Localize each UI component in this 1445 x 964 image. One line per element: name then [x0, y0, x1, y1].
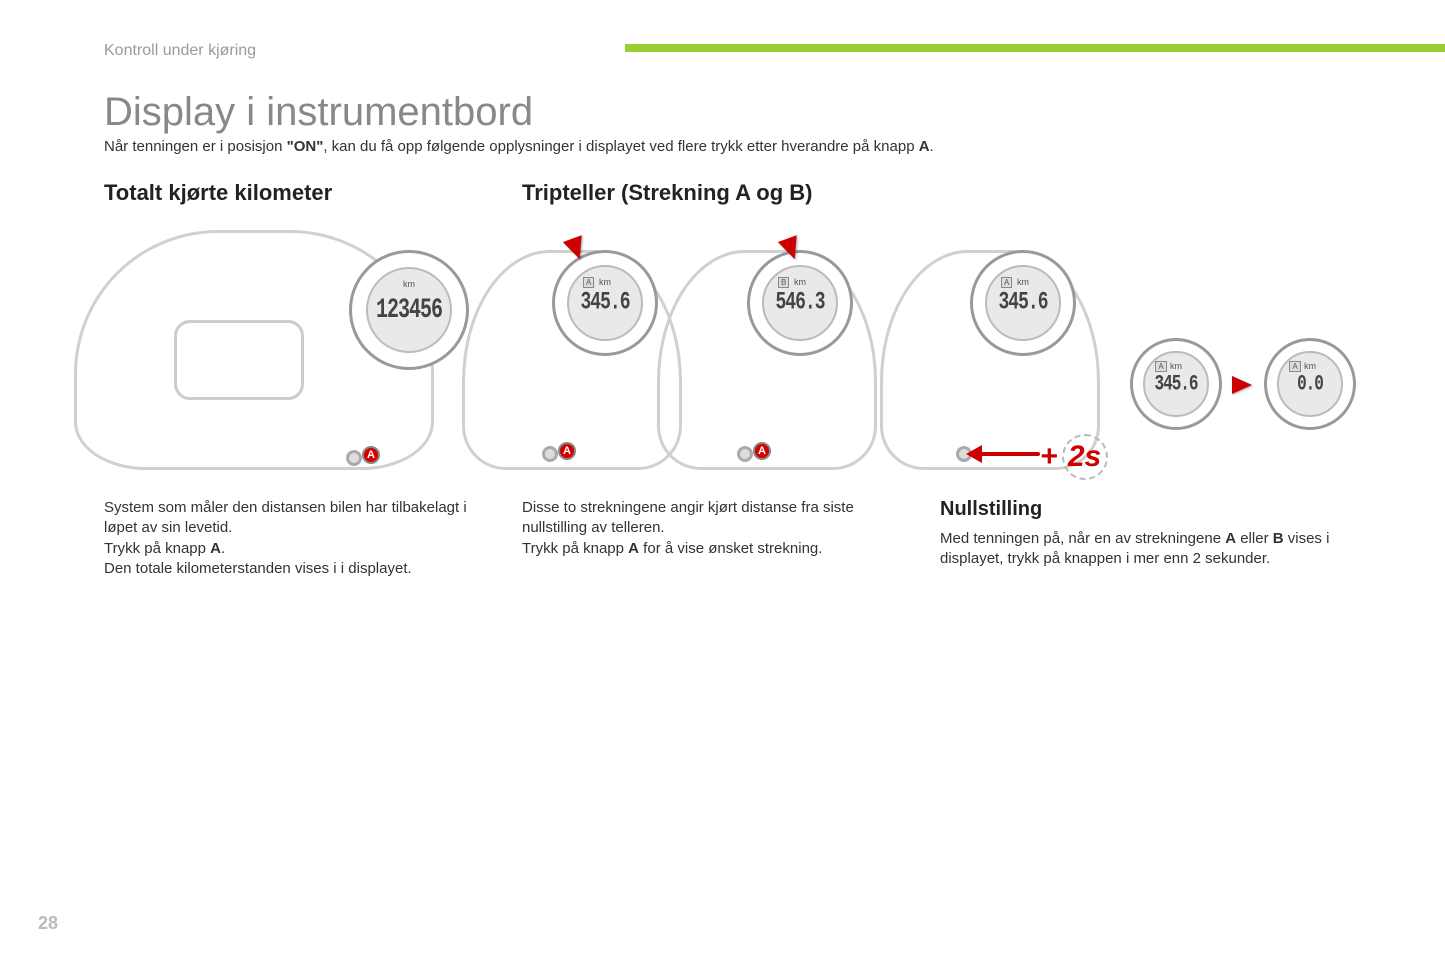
button-socket-b	[737, 446, 753, 462]
dial-inner-top: A km 345.6	[985, 265, 1061, 341]
col3-desc-mid: eller	[1236, 530, 1273, 547]
clock-icon: 2s	[1062, 434, 1108, 480]
col3-desc-a: A	[1225, 530, 1236, 547]
trip-b-illustration: B km 546.3 A	[717, 220, 902, 480]
col1-desc-l2-end: .	[221, 540, 225, 557]
col2-desc: Disse to strekningene angir kjørt distan…	[522, 498, 902, 559]
col2-illustration-row: A km 345.6 A B km 546.3	[522, 220, 902, 498]
col2-heading: Tripteller (Strekning A og B)	[522, 180, 902, 206]
reset-dial-after: A km 0.0	[1264, 338, 1356, 430]
col1-desc-l3: Den totale kilometerstanden vises i i di…	[104, 560, 412, 577]
intro-end: .	[930, 138, 934, 155]
intro-on: "ON"	[287, 138, 324, 155]
col1-desc-l2-pre: Trykk på knapp	[104, 540, 210, 557]
col-total-km: Totalt kjørte kilometer km 123456 A Syst…	[104, 180, 484, 579]
hold-duration: + 2s	[1040, 434, 1108, 480]
col-trip: Tripteller (Strekning A og B) A km 345.6…	[522, 180, 902, 579]
km-label: km	[403, 279, 415, 289]
accent-bar	[625, 44, 1445, 52]
col1-desc-l2-btn: A	[210, 540, 221, 557]
arrow-right-icon	[1232, 376, 1252, 394]
button-a-badge-b: A	[753, 442, 771, 460]
col1-desc: System som måler den distansen bilen har…	[104, 498, 484, 579]
intro-pre: Når tenningen er i posisjon	[104, 138, 287, 155]
button-socket-a	[542, 446, 558, 462]
km-label-a: km	[599, 277, 611, 287]
km-label-before: km	[1170, 361, 1182, 371]
trip-ind-top: A	[1001, 277, 1012, 288]
button-a-label-a: A	[563, 445, 571, 457]
reset-value-after: 0.0	[1297, 371, 1323, 396]
col1-illustration: km 123456 A	[104, 220, 484, 480]
col1-heading: Totalt kjørte kilometer	[104, 180, 484, 206]
trip-a-dial: A km 345.6	[552, 250, 658, 356]
reset-value-top: 345.6	[998, 289, 1047, 317]
col-reset: . A km 345.6 A km 345.6 A	[940, 180, 1382, 579]
dial-inner-a: A km 345.6	[567, 265, 643, 341]
km-label-top: km	[1017, 277, 1029, 287]
col3-desc-b: B	[1273, 530, 1284, 547]
col2-desc-l2-end: for å vise ønsket strekning.	[639, 540, 822, 557]
columns: Totalt kjørte kilometer km 123456 A Syst…	[104, 180, 1382, 579]
intro-text: Når tenningen er i posisjon "ON", kan du…	[104, 138, 934, 155]
dial-inner-b: B km 546.3	[762, 265, 838, 341]
intro-mid: , kan du få opp følgende opplysninger i …	[323, 138, 918, 155]
reset-dial-top: A km 345.6	[970, 250, 1076, 356]
dial-inner: km 123456	[366, 267, 453, 354]
reset-heading: Nullstilling	[940, 498, 1382, 521]
trip-b-dial: B km 546.3	[747, 250, 853, 356]
col1-desc-l1: System som måler den distansen bilen har…	[104, 499, 467, 536]
km-label-after: km	[1304, 361, 1316, 371]
reset-dial-before: A km 345.6	[1130, 338, 1222, 430]
hold-label: 2s	[1068, 440, 1101, 474]
col2-desc-l1: Disse to strekningene angir kjørt distan…	[522, 499, 854, 536]
button-a-badge-a: A	[558, 442, 576, 460]
page-title: Display i instrumentbord	[104, 90, 533, 135]
button-a-label: A	[367, 449, 375, 461]
button-a-badge: A	[362, 446, 380, 464]
plus-label: +	[1040, 440, 1058, 474]
col2-desc-l2-pre: Trykk på knapp	[522, 540, 628, 557]
button-a-label-b: A	[758, 445, 766, 457]
col2-desc-l2-btn: A	[628, 540, 639, 557]
trip-a-value: 345.6	[580, 289, 629, 317]
page-number: 28	[38, 913, 58, 934]
cluster-screen	[174, 320, 304, 400]
intro-btn: A	[919, 138, 930, 155]
odometer-dial: km 123456	[349, 250, 469, 370]
col3-desc: Med tenningen på, når en av strekningene…	[940, 529, 1382, 570]
trip-b-value: 546.3	[775, 289, 824, 317]
button-socket	[346, 450, 362, 466]
trip-b-ind: B	[778, 277, 789, 288]
reset-value-before: 345.6	[1154, 371, 1197, 396]
dial-inner-after: A km 0.0	[1277, 351, 1342, 416]
col3-desc-pre: Med tenningen på, når en av strekningene	[940, 530, 1225, 547]
km-label-b: km	[794, 277, 806, 287]
odometer-value: 123456	[376, 294, 442, 326]
dial-inner-before: A km 345.6	[1143, 351, 1208, 416]
col3-illustration: A km 345.6 A km 345.6 A km 0.0	[940, 220, 1382, 480]
trip-a-ind: A	[583, 277, 594, 288]
hold-arrow-icon	[980, 452, 1040, 456]
section-label: Kontroll under kjøring	[104, 42, 256, 60]
